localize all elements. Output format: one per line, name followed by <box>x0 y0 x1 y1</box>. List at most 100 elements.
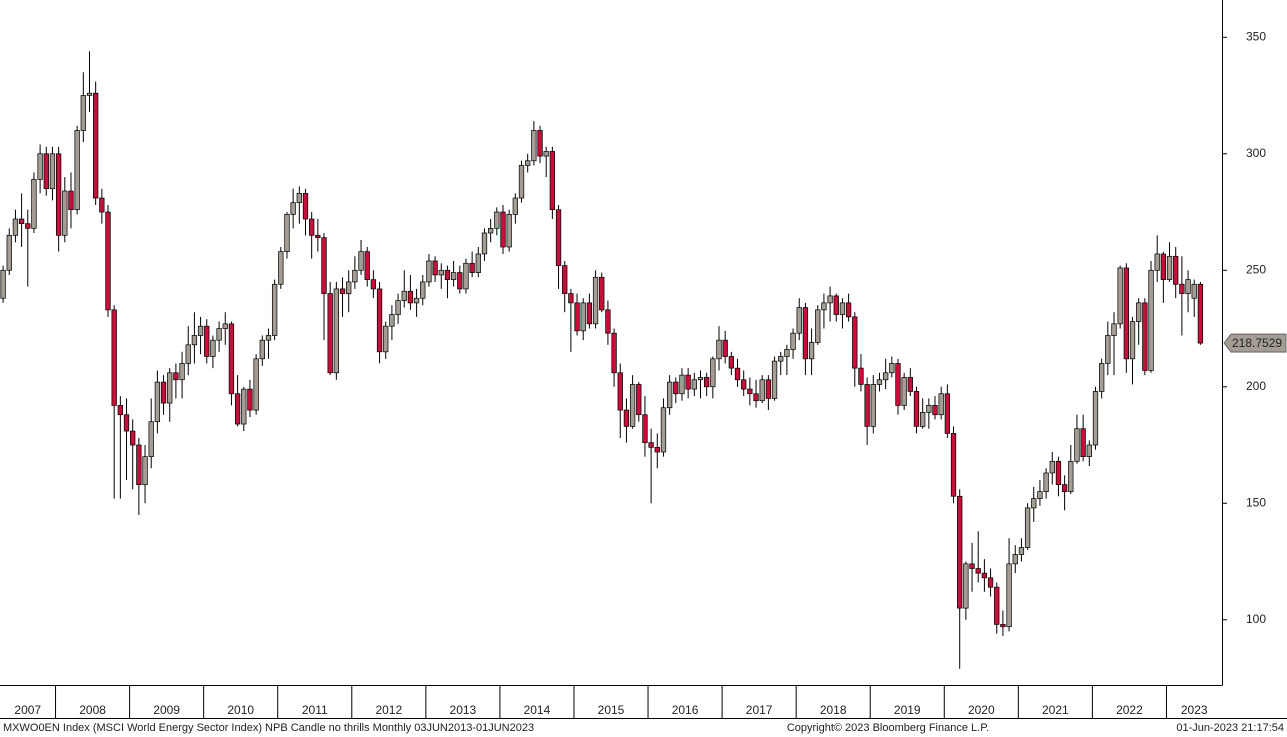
candle-body <box>710 358 716 388</box>
candle-body <box>938 393 944 416</box>
candle-body <box>1185 279 1191 294</box>
candle-body <box>957 495 963 609</box>
candle-body <box>1006 563 1012 628</box>
candle-body <box>852 316 858 369</box>
candle-body <box>555 209 562 266</box>
candle-body <box>222 323 228 329</box>
candle-body <box>1031 498 1037 509</box>
candle-body <box>105 211 111 311</box>
candle-body <box>673 381 679 395</box>
candle-body <box>660 407 667 453</box>
candle-body <box>907 377 913 392</box>
candle-body <box>858 367 864 385</box>
candle-body <box>882 372 889 381</box>
x-tick-label: 2011 <box>302 703 328 717</box>
candle-body <box>1142 302 1148 371</box>
candle-body <box>691 379 697 390</box>
candle-body <box>475 253 481 273</box>
candle-body <box>444 269 451 280</box>
candle-body <box>463 262 469 290</box>
candle-body <box>481 232 488 255</box>
candle-body <box>469 262 475 273</box>
footer-center: Copyright© 2023 Bloomberg Finance L.P. <box>787 722 989 734</box>
candle-body <box>1179 283 1185 294</box>
candle-body <box>0 269 6 299</box>
candle-body <box>148 421 154 458</box>
candle-body <box>426 260 432 283</box>
candle-body <box>99 197 105 213</box>
candle-body <box>413 297 420 304</box>
x-tick-label: 2022 <box>1116 703 1143 717</box>
candle-body <box>901 377 907 406</box>
candle-body <box>1024 507 1031 548</box>
candle-body <box>74 130 80 211</box>
candle-body <box>666 381 673 409</box>
candle-body <box>420 281 426 299</box>
candle-body <box>987 577 994 588</box>
candle-body <box>93 92 99 199</box>
candle-body <box>963 563 969 609</box>
candle-body <box>802 307 809 360</box>
candle-body <box>815 309 821 343</box>
candle-body <box>173 372 179 381</box>
candle-body <box>37 153 43 180</box>
x-tick-label: 2017 <box>746 703 773 717</box>
candle-body <box>12 218 19 236</box>
candle-body <box>315 234 321 239</box>
candle-body <box>383 325 389 353</box>
footer-right: 01-Jun-2023 21:17:54 <box>1176 722 1284 734</box>
y-tick-label: 350 <box>1246 29 1266 43</box>
candle-body <box>679 374 685 395</box>
candle-body <box>191 335 198 346</box>
candle-body <box>395 300 401 315</box>
x-tick-label: 2007 <box>14 703 41 717</box>
candle-body <box>167 372 173 404</box>
candle-body <box>179 363 185 381</box>
candle-body <box>185 344 191 364</box>
candle-body <box>629 384 636 427</box>
candle-body <box>518 165 525 199</box>
candle-body <box>309 218 315 236</box>
candle-body <box>1037 491 1043 499</box>
y-tick-label: 100 <box>1246 612 1266 626</box>
candle-body <box>765 379 772 399</box>
candle-body <box>86 92 93 96</box>
candle-body <box>160 381 167 404</box>
candle-body <box>271 283 278 336</box>
candle-body <box>1080 428 1086 458</box>
candle-body <box>920 412 926 427</box>
candle-body <box>1018 547 1025 555</box>
candle-body <box>438 269 444 276</box>
candle-body <box>537 130 543 157</box>
candle-body <box>204 325 210 357</box>
candle-body <box>562 265 568 294</box>
candle-body <box>346 281 352 294</box>
last-price-label: 218.7529 <box>1232 336 1282 350</box>
candle-body <box>1086 444 1092 458</box>
candle-body <box>1129 321 1136 360</box>
candle-body <box>136 444 142 485</box>
candle-body <box>389 314 395 327</box>
candle-body <box>1123 267 1129 360</box>
candle-body <box>339 288 346 294</box>
candle-body <box>994 586 1000 625</box>
candle-body <box>950 433 957 497</box>
candle-body <box>771 360 778 399</box>
candle-body <box>123 414 130 432</box>
x-tick-label: 2019 <box>894 703 921 717</box>
x-tick-label: 2018 <box>820 703 847 717</box>
candle-body <box>790 332 796 350</box>
candle-body <box>808 342 815 360</box>
candle-body <box>913 391 920 427</box>
candle-body <box>926 405 932 413</box>
candle-body <box>49 153 56 190</box>
candle-body <box>525 160 531 166</box>
candle-body <box>845 302 852 318</box>
candle-body <box>574 302 580 332</box>
candle-body <box>636 384 642 416</box>
candle-body <box>197 325 204 336</box>
x-tick-label: 2013 <box>450 703 477 717</box>
candle-body <box>1166 255 1173 280</box>
candle-body <box>210 339 216 357</box>
candle-body <box>290 202 296 215</box>
